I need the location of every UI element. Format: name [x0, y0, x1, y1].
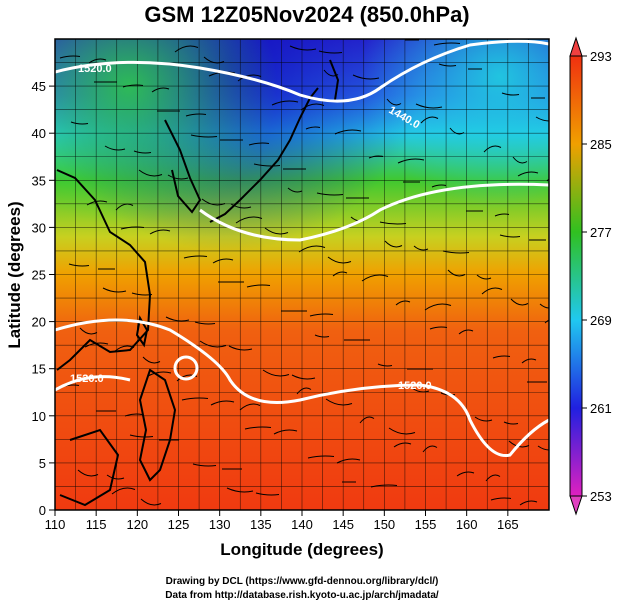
coast-asia	[56, 169, 152, 371]
y-tick-label: 0	[39, 503, 46, 518]
x-tick-label: 130	[209, 517, 231, 532]
x-tick-label: 120	[126, 517, 148, 532]
x-tick-label: 165	[497, 517, 519, 532]
coast-philippines	[138, 368, 177, 482]
y-tick-label: 5	[39, 456, 46, 471]
temperature-field: 1520.0 1440.0 1520.0 1520.0	[55, 39, 549, 510]
x-tick-label: 150	[373, 517, 395, 532]
streamlines	[55, 39, 549, 506]
x-axis-label: Longitude (degrees)	[220, 540, 383, 559]
contour-label-1520-west: 1520.0	[70, 373, 104, 385]
x-tick-label: 145	[332, 517, 354, 532]
contour-line-4	[55, 375, 131, 392]
colorbar-tick-label: 285	[590, 137, 612, 152]
x-tick-label: 140	[291, 517, 313, 532]
contour-line-2	[199, 182, 549, 242]
y-tick-label: 10	[32, 409, 46, 424]
y-tick-label: 15	[32, 362, 46, 377]
y-tick-label: 40	[32, 126, 46, 141]
y-axis-ticks: 0 5 10 15 20 25 30 35 40 45	[32, 79, 55, 518]
colorbar: 253 261 269 277 285 293	[569, 36, 612, 516]
contour-line-1	[55, 39, 549, 103]
y-tick-label: 35	[32, 173, 46, 188]
chart-title: GSM 12Z05Nov2024 (850.0hPa)	[144, 2, 469, 27]
y-axis-label: Latitude (degrees)	[5, 201, 24, 348]
colorbar-tick-label: 277	[590, 225, 612, 240]
colorbar-tick-label: 253	[590, 489, 612, 504]
x-tick-label: 135	[250, 517, 272, 532]
coast-borneo	[59, 428, 120, 507]
colorbar-tick-label: 261	[590, 401, 612, 416]
colorbar-min-triangle	[569, 495, 583, 516]
grid	[55, 39, 549, 510]
coast-sakhalin	[329, 59, 340, 101]
x-tick-label: 155	[415, 517, 437, 532]
x-tick-label: 115	[86, 517, 107, 532]
credit-drawing: Drawing by DCL (https://www.gfd-dennou.o…	[166, 576, 439, 587]
geopotential-contours	[55, 39, 549, 458]
credit-data: Data from http://database.rish.kyoto-u.a…	[165, 590, 439, 601]
x-axis-ticks: 110 115 120 125 130 135 140 145 150 155 160 165	[45, 510, 519, 532]
x-tick-label: 160	[456, 517, 478, 532]
coast-korea	[164, 119, 202, 214]
contour-label-1520-south: 1520.0	[398, 380, 432, 392]
y-tick-label: 45	[32, 79, 46, 94]
colorbar-tick-label: 269	[590, 313, 612, 328]
coast-taiwan	[135, 315, 149, 348]
y-tick-label: 30	[32, 220, 46, 235]
y-tick-label: 25	[32, 268, 46, 283]
x-tick-label: 110	[45, 517, 66, 532]
typhoon-center-contour	[173, 355, 199, 381]
contour-line-3	[55, 318, 549, 458]
colorbar-max-triangle	[569, 36, 583, 57]
x-tick-label: 125	[168, 517, 190, 532]
coast-japan	[209, 87, 319, 223]
contour-label-1520-north: 1520.0	[78, 63, 112, 75]
colorbar-tick-label: 293	[590, 49, 612, 64]
coastlines	[56, 59, 340, 507]
y-tick-label: 20	[32, 315, 46, 330]
